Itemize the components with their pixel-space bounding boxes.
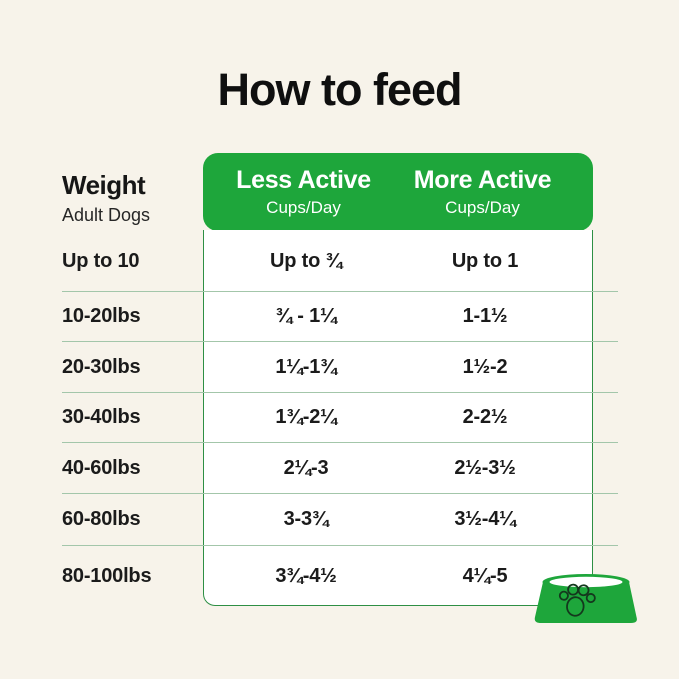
less-active-label: Less Active xyxy=(236,166,371,194)
more-active-label: More Active xyxy=(413,166,552,194)
table-row: 20-30lbs 1¼-1¾ 1½-2 xyxy=(62,342,618,393)
table-header: Less Active Cups/Day More Active Cups/Da… xyxy=(203,153,593,231)
dog-bowl-icon xyxy=(534,574,637,623)
more-active-sublabel: Cups/Day xyxy=(445,198,520,217)
weight-title: Weight xyxy=(62,170,146,200)
weight-cell: Up to 10 xyxy=(62,250,140,272)
table-row: 40-60lbs 2¼-3 2½-3½ xyxy=(62,443,618,494)
weight-column-header: Weight Adult Dogs xyxy=(62,170,150,226)
less-active-sublabel: Cups/Day xyxy=(266,198,341,217)
less-active-cell: 3-3¾ xyxy=(283,508,329,530)
less-active-cell: 3¾-4½ xyxy=(275,564,337,587)
bowl-rim-inner xyxy=(549,576,623,588)
more-active-cell: 2½-3½ xyxy=(454,456,516,479)
more-active-cell: 1½-2 xyxy=(462,355,508,378)
less-active-cell: 2¼-3 xyxy=(283,456,329,479)
table-row: 80-100lbs 3¾-4½ 4¼-5 xyxy=(62,546,618,606)
table-row: 10-20lbs ¾ - 1¼ 1-1½ xyxy=(62,292,618,342)
less-active-cell: ¾ - 1¼ xyxy=(275,305,337,327)
more-active-cell: 3½-4¼ xyxy=(454,508,516,530)
more-active-cell: 1-1½ xyxy=(462,305,508,327)
weight-cell: 40-60lbs xyxy=(62,456,141,479)
less-active-cell: Up to ¾ xyxy=(270,250,342,272)
table-row: 30-40lbs 1¾-2¼ 2-2½ xyxy=(62,393,618,443)
page-title: How to feed xyxy=(217,64,463,115)
weight-cell: 30-40lbs xyxy=(62,406,141,428)
weight-cell: 80-100lbs xyxy=(62,564,152,587)
column-header-more-active: More Active Cups/Day xyxy=(393,153,593,231)
weight-cell: 20-30lbs xyxy=(62,355,141,378)
table-body-background xyxy=(203,230,593,606)
paw-print-icon xyxy=(558,583,596,617)
table-row: Up to 10 Up to ¾ Up to 1 xyxy=(62,232,618,292)
less-active-cell: 1¼-1¾ xyxy=(275,355,337,378)
table-row: 60-80lbs 3-3¾ 3½-4¼ xyxy=(62,494,618,546)
weight-cell: 10-20lbs xyxy=(62,305,141,327)
table-rows: Up to 10 Up to ¾ Up to 1 10-20lbs ¾ - 1¼… xyxy=(62,232,618,606)
weight-subtitle: Adult Dogs xyxy=(62,205,151,225)
weight-cell: 60-80lbs xyxy=(62,508,141,530)
more-active-cell: 4¼-5 xyxy=(462,564,508,587)
more-active-cell: Up to 1 xyxy=(451,250,519,272)
less-active-cell: 1¾-2¼ xyxy=(275,406,337,428)
column-header-less-active: Less Active Cups/Day xyxy=(203,153,393,231)
more-active-cell: 2-2½ xyxy=(462,406,508,428)
